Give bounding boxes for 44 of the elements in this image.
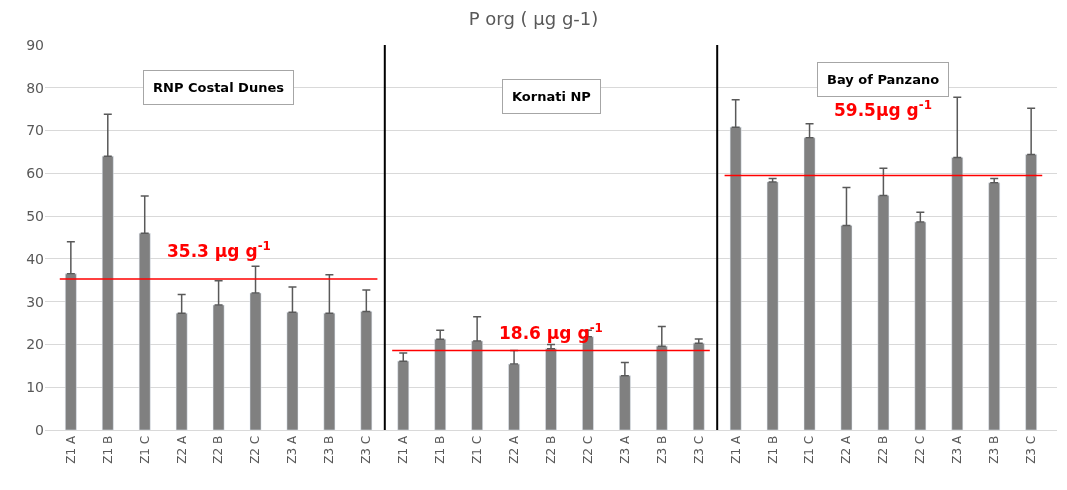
- x-tick-label: Z1 A: [63, 435, 78, 464]
- x-tick-label: Z3 A: [617, 435, 632, 464]
- y-tick-label: 70: [26, 122, 44, 139]
- y-tick-label: 60: [26, 165, 44, 182]
- y-tick-label: 80: [26, 79, 44, 96]
- x-tick-label: Z3 B: [987, 435, 1002, 464]
- annotation: Bay of Panzano: [827, 72, 940, 87]
- x-tick-label: Z1 A: [728, 435, 743, 464]
- x-tick-label: Z1 B: [765, 435, 780, 464]
- ref-line-label: 35.3 µg g$^{-1}$: [167, 239, 271, 262]
- x-tick-label: Z1 B: [100, 435, 115, 464]
- y-tick-label: 0: [35, 421, 44, 438]
- x-tick-label: Z1 C: [802, 435, 817, 464]
- x-tick-label: Z3 C: [1024, 435, 1039, 464]
- x-tick-label: Z3 A: [285, 435, 300, 464]
- x-tick-label: Z2 C: [913, 435, 928, 464]
- x-tick-label: Z1 C: [470, 435, 485, 464]
- x-tick-label: Z2 B: [211, 435, 226, 464]
- x-tick-label: Z2 A: [839, 435, 854, 464]
- x-tick-label: Z2 B: [876, 435, 891, 464]
- y-tick-label: 30: [26, 293, 44, 310]
- x-tick-label: Z3 A: [950, 435, 965, 464]
- x-tick-label: Z3 B: [654, 435, 669, 464]
- y-tick-label: 10: [26, 379, 44, 396]
- x-tick-label: Z3 B: [322, 435, 337, 464]
- x-tick-label: Z1 C: [137, 435, 152, 464]
- x-tick-label: Z2 A: [506, 435, 521, 464]
- annotation: RNP Costal Dunes: [153, 80, 285, 95]
- x-tick-label: Z2 B: [543, 435, 558, 464]
- y-tick-label: 40: [26, 250, 44, 267]
- y-tick-label: 20: [26, 336, 44, 353]
- annotation: Kornati NP: [512, 89, 591, 104]
- x-tick-label: Z2 A: [174, 435, 189, 464]
- x-tick-label: Z3 C: [691, 435, 706, 464]
- x-tick-label: Z1 A: [396, 435, 411, 464]
- x-tick-label: Z3 C: [359, 435, 374, 464]
- x-tick-label: Z2 C: [580, 435, 595, 464]
- x-tick-label: Z1 B: [433, 435, 448, 464]
- y-tick-label: 50: [26, 208, 44, 225]
- chart-title: P org ( µg g-1): [468, 7, 599, 29]
- x-tick-label: Z2 C: [248, 435, 263, 464]
- ref-line-label: 59.5µg g$^{-1}$: [834, 98, 932, 121]
- ref-line-label: 18.6 µg g$^{-1}$: [499, 321, 603, 344]
- y-tick-label: 90: [26, 36, 44, 53]
